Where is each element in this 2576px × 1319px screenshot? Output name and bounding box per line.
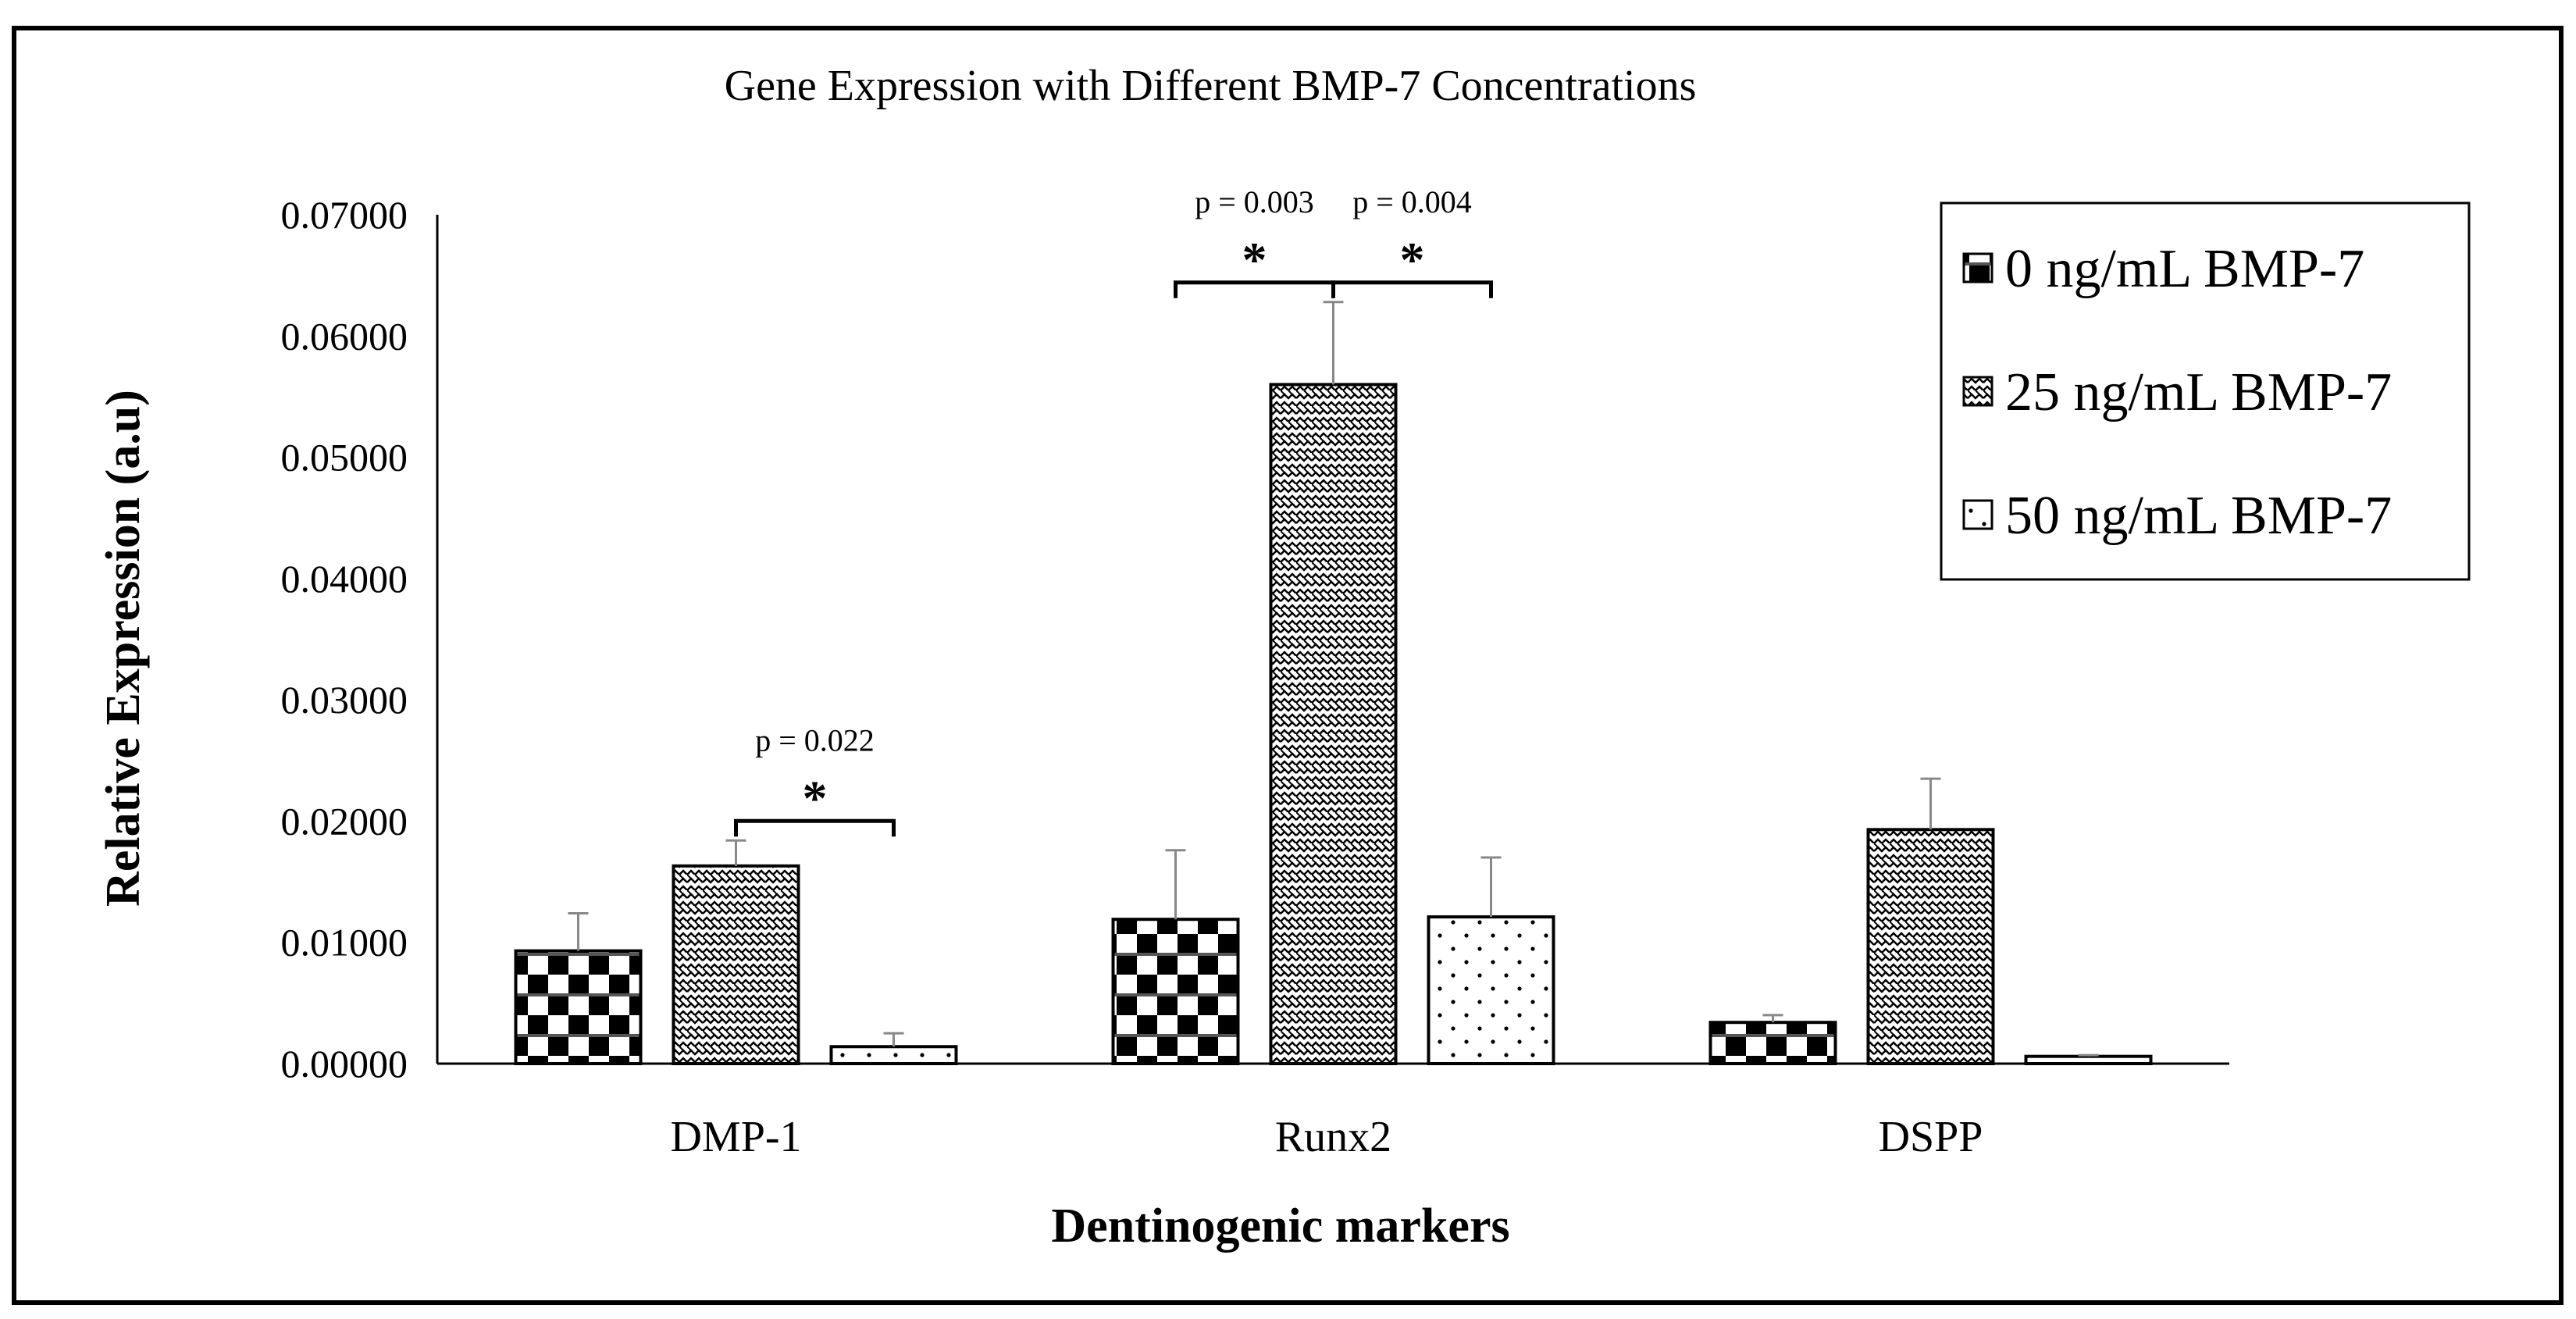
bar — [1269, 383, 1398, 1065]
significance-bracket — [734, 818, 896, 837]
bar — [514, 949, 643, 1065]
legend-swatch — [1962, 252, 1993, 283]
bar — [2024, 1054, 2153, 1066]
plot-area: 0.00000 0.01000 0.02000 0.03000 0.04000 0.050… — [281, 184, 2229, 1161]
y-tick-label: 0.06000 — [281, 314, 408, 358]
x-axis-label: Dentinogenic markers — [1051, 1200, 1509, 1253]
p-value-label: p = 0.003 — [1195, 184, 1314, 219]
x-tick-label: DMP-1 — [670, 1113, 801, 1161]
significance-star: * — [1242, 232, 1267, 287]
y-tick-label: 0.01000 — [281, 921, 408, 964]
p-value-label: p = 0.004 — [1352, 184, 1472, 219]
legend-label: 50 ng/mL BMP-7 — [2005, 486, 2392, 546]
legend-box — [1940, 201, 2471, 581]
significance-bracket — [1331, 280, 1493, 298]
legend-label: 25 ng/mL BMP-7 — [2005, 362, 2392, 422]
p-value-label: p = 0.022 — [755, 722, 875, 758]
y-tick-label: 0.02000 — [281, 799, 408, 843]
y-tick-label: 0.05000 — [281, 436, 408, 479]
significance-star: * — [1400, 232, 1425, 287]
bar — [1708, 1021, 1837, 1066]
y-tick-label: 0.03000 — [281, 678, 408, 722]
x-tick-label: DSPP — [1879, 1113, 1983, 1161]
y-tick-label: 0.00000 — [281, 1042, 408, 1086]
y-tick-label: 0.07000 — [281, 193, 408, 237]
bar — [829, 1045, 958, 1066]
chart-title: Gene Expression with Different BMP-7 Con… — [725, 62, 1697, 110]
x-tick-label: Runx2 — [1275, 1113, 1391, 1161]
y-axis-label: Relative Expression (a.u) — [97, 390, 150, 907]
bar — [1866, 828, 1995, 1065]
y-tick-label: 0.04000 — [281, 557, 408, 601]
bar — [672, 864, 800, 1065]
legend: 0 ng/mL BMP-7 25 ng/mL BMP-7 50 ng/mL BMP-… — [1940, 201, 2471, 581]
legend-label: 0 ng/mL BMP-7 — [2005, 239, 2364, 299]
bar — [1427, 915, 1555, 1065]
legend-swatch — [1962, 376, 1993, 407]
significance-star: * — [803, 770, 828, 825]
bar — [1111, 918, 1240, 1065]
legend-swatch — [1962, 499, 1993, 530]
